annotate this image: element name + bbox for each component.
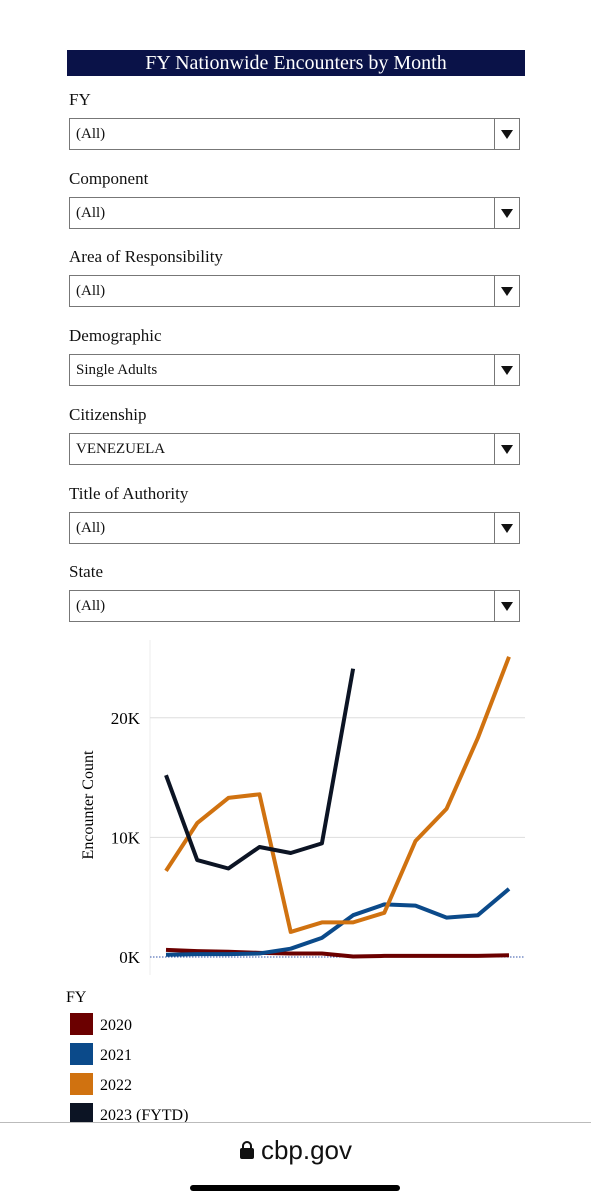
y-tick-label: 10K	[111, 828, 141, 847]
dropdown-arrow[interactable]	[494, 119, 519, 149]
dashboard-title: FY Nationwide Encounters by Month	[67, 50, 525, 76]
dropdown-arrow[interactable]	[494, 355, 519, 386]
filter-select[interactable]: (All)	[69, 118, 520, 150]
dropdown-arrow[interactable]	[494, 433, 519, 464]
filter-label: Title of Authority	[69, 483, 189, 503]
legend-label: 2023 (FYTD)	[100, 1107, 188, 1124]
url-text: cbp.gov	[260, 1135, 353, 1165]
chart: 0K 10K 20K Encounter Count	[80, 640, 525, 975]
dropdown-arrow[interactable]	[494, 512, 519, 543]
dropdown-arrow[interactable]	[494, 197, 519, 228]
filter-value: (All)	[76, 598, 106, 615]
filter-label: Area of Responsibility	[69, 247, 223, 267]
filter-label: Demographic	[69, 326, 162, 346]
legend: FY 2020 2021 2022 2023 (FYTD)	[66, 989, 188, 1125]
y-tick-label: 20K	[111, 709, 141, 728]
filter-label: Citizenship	[69, 404, 147, 424]
legend-swatch	[70, 1103, 93, 1125]
legend-title: FY	[66, 989, 87, 1006]
legend-swatch	[70, 1013, 93, 1035]
legend-label: 2020	[100, 1017, 132, 1034]
filter-label: FY	[69, 90, 91, 109]
filter-value: (All)	[76, 519, 106, 536]
filter-select[interactable]: Single Adults	[69, 354, 520, 387]
home-indicator	[190, 1185, 400, 1191]
series-line	[165, 887, 511, 957]
browser-bar: cbp.gov	[0, 1122, 591, 1201]
filter-label: Component	[69, 168, 149, 188]
lock-icon	[239, 1141, 254, 1159]
series-line	[164, 668, 356, 871]
url-display[interactable]: cbp.gov	[0, 1135, 591, 1166]
dropdown-arrow[interactable]	[494, 591, 519, 622]
filter-value: VENEZUELA	[76, 440, 166, 457]
series-line	[164, 656, 511, 934]
filter-value: (All)	[76, 283, 106, 300]
filter-value: (All)	[76, 204, 106, 221]
filter-label: State	[69, 562, 103, 582]
legend-label: 2022	[100, 1077, 132, 1094]
filter-value: (All)	[76, 126, 106, 142]
legend-label: 2021	[100, 1047, 132, 1064]
y-axis-label: Encounter Count	[80, 750, 97, 859]
dropdown-arrow[interactable]	[494, 276, 519, 307]
filter-select[interactable]: (All)	[69, 511, 520, 544]
legend-swatch	[70, 1073, 93, 1095]
filter-select[interactable]: (All)	[69, 275, 520, 308]
series-line	[165, 947, 510, 959]
legend-swatch	[70, 1043, 93, 1065]
y-tick-label: 0K	[119, 948, 141, 967]
filter-select[interactable]: (All)	[69, 196, 520, 229]
filter-value: Single Adults	[76, 362, 158, 379]
filter-select[interactable]: VENEZUELA	[69, 432, 520, 465]
filter-select[interactable]: (All)	[69, 590, 520, 623]
